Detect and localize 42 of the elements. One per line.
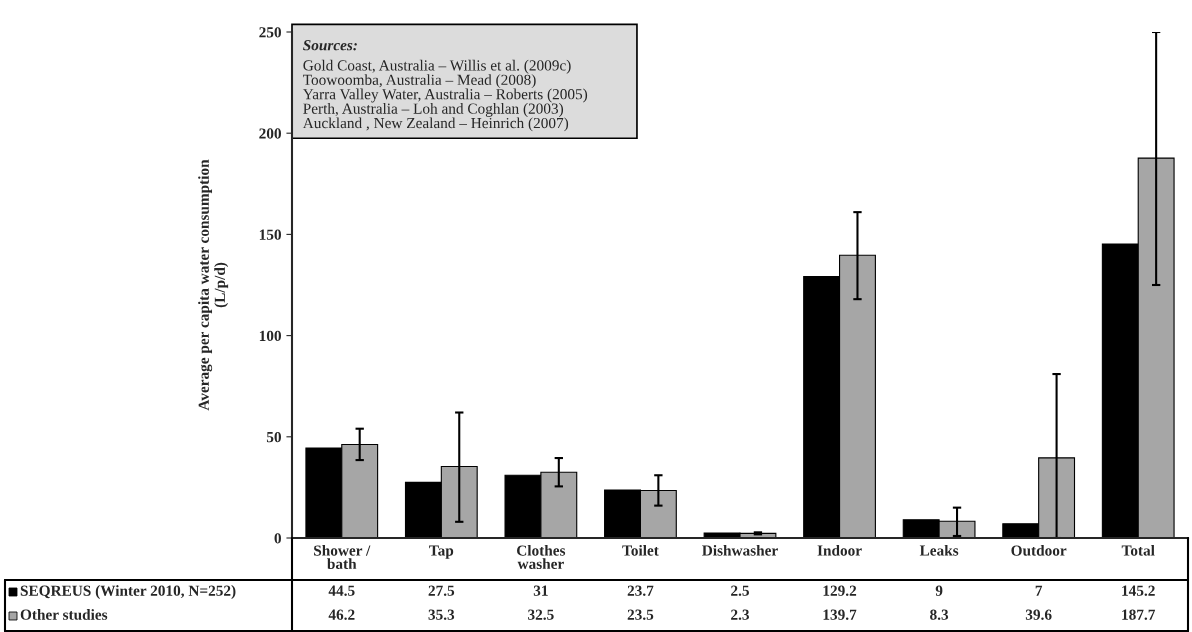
data-label: 9	[935, 585, 943, 596]
data-label: 139.7	[823, 609, 857, 620]
x-tick-label: Leaks	[919, 544, 959, 556]
data-label: 32.5	[528, 609, 554, 620]
x-tick-label: Total	[1121, 544, 1155, 556]
data-label: 187.7	[1122, 609, 1156, 620]
annotation: Sources:	[303, 40, 357, 51]
x-tick-label: Shower / bath	[314, 544, 371, 570]
data-label: 46.2	[328, 609, 355, 620]
x-tick-label: Toilet	[622, 544, 659, 556]
data-label: 8.3	[930, 609, 949, 620]
data-label: 23.7	[627, 585, 654, 596]
data-label: 2.3	[731, 609, 750, 620]
y-tick-label: 0	[274, 533, 281, 544]
y-axis-title: Average per capita water consumption (L/p/d)	[198, 159, 229, 411]
data-label: 35.3	[428, 609, 455, 620]
x-tick-label: Tap	[429, 545, 454, 559]
x-tick-label: Indoor	[817, 544, 862, 556]
annotation: Yarra Valley Water, Australia – Roberts (2005)	[302, 88, 588, 103]
x-tick-label: Clothes washer	[517, 544, 566, 570]
annotation: Auckland , New Zealand – Heinrich (2007)	[302, 117, 569, 132]
data-label: 31	[533, 585, 548, 596]
y-tick-label: 150	[259, 229, 281, 240]
legend-label: SEQREUS (Winter 2010, N=252)	[20, 585, 236, 599]
annotation: Gold Coast, Australia – Willis et al. (2009c)	[303, 59, 571, 74]
data-label: 39.6	[1025, 609, 1052, 620]
data-label: 145.2	[1122, 585, 1155, 596]
x-tick-label: Dishwasher	[702, 544, 778, 556]
y-tick-label: 100	[259, 330, 281, 342]
data-label: 44.5	[328, 585, 355, 596]
annotation: Perth, Australia – Loh and Coghlan (2003)	[303, 103, 564, 117]
y-tick-label: 200	[259, 128, 281, 139]
x-tick-label: Outdoor	[1011, 544, 1067, 556]
annotation: Toowoomba, Australia – Mead (2008)	[303, 74, 536, 89]
data-label: 129.2	[823, 585, 857, 596]
data-label: 7	[1035, 585, 1043, 596]
y-tick-label: 250	[259, 27, 281, 38]
legend-label: Other studies	[20, 609, 108, 620]
data-label: 2.5	[731, 585, 749, 596]
data-label: 23.5	[627, 609, 654, 620]
y-tick-label: 50	[266, 431, 281, 443]
data-label: 27.5	[428, 585, 455, 596]
